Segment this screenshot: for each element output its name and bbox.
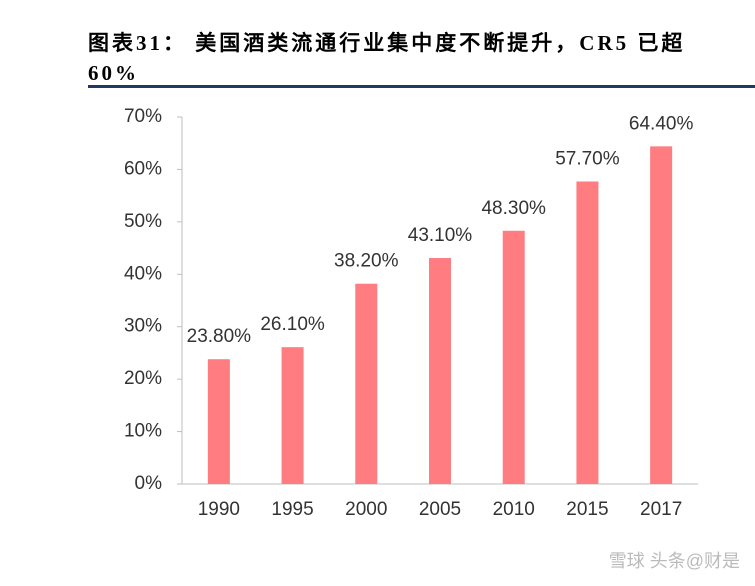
bar <box>650 146 673 485</box>
y-tick-label: 20% <box>124 368 162 389</box>
value-label: 26.10% <box>260 314 325 335</box>
x-tick-label: 1990 <box>198 499 240 520</box>
y-tick-label: 10% <box>124 421 162 442</box>
bar <box>502 230 525 484</box>
bar <box>576 181 599 485</box>
x-tick-label: 2010 <box>493 499 535 520</box>
bar <box>355 283 378 484</box>
chart-title: 图表31： 美国酒类流通行业集中度不断提升，CR5 已超 60% <box>88 31 686 85</box>
bar <box>429 258 451 484</box>
y-tick-label: 0% <box>135 473 163 494</box>
value-label: 57.70% <box>555 149 620 170</box>
value-label: 23.80% <box>187 326 252 347</box>
watermark: 雪球 头条@财是 <box>609 551 740 571</box>
y-tick-label: 40% <box>124 263 162 284</box>
x-tick-label: 2005 <box>419 499 461 520</box>
title-rule <box>88 85 755 88</box>
y-tick-label: 60% <box>124 158 162 179</box>
value-label: 64.40% <box>629 113 694 134</box>
value-label: 48.30% <box>481 198 546 219</box>
value-label: 38.20% <box>334 251 399 272</box>
x-tick-label: 2000 <box>345 499 387 520</box>
y-tick-label: 50% <box>124 211 162 232</box>
x-tick-label: 1995 <box>271 499 313 520</box>
bar <box>207 359 230 484</box>
y-tick-label: 30% <box>124 316 162 337</box>
y-tick-label: 70% <box>124 106 162 127</box>
x-tick-label: 2017 <box>640 499 682 520</box>
value-label: 43.10% <box>408 225 473 246</box>
x-tick-label: 2015 <box>566 499 608 520</box>
bar <box>281 347 304 484</box>
